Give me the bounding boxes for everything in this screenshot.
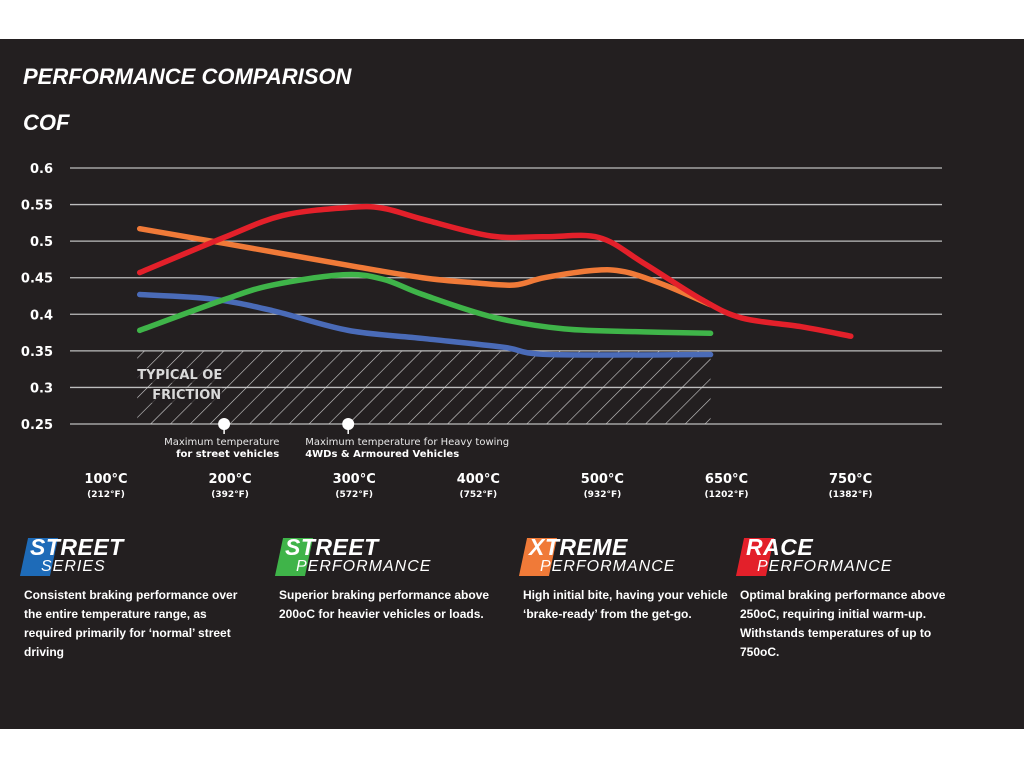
y-tick-label: 0.25	[21, 418, 53, 433]
series-line-xtreme-performance	[136, 225, 714, 308]
x-tick-label-fahrenheit: (1382°F)	[829, 490, 873, 500]
x-tick-label-celsius: 500°C	[581, 472, 624, 487]
y-axis-ticks: 0.6 0.55 0.5 0.45 0.4 0.35 0.3 0.25	[21, 162, 53, 433]
y-tick-label: 0.5	[30, 235, 53, 250]
x-tick-label-celsius: 100°C	[84, 472, 127, 487]
x-tick-label-fahrenheit: (572°F)	[335, 490, 373, 500]
legend-description: Consistent braking performance over the …	[24, 588, 238, 659]
chart-title: PERFORMANCE COMPARISON	[23, 64, 352, 89]
annotation-line2: for street vehicles	[176, 449, 279, 460]
x-tick-label-celsius: 400°C	[457, 472, 500, 487]
annotation-line1: Maximum temperature for Heavy towing	[305, 437, 509, 448]
race-performance-logo: RACE PERFORMANCE	[735, 534, 955, 578]
street-performance-logo: STREET PERFORMANCE	[274, 534, 494, 578]
legend-street-series: STREET SERIES Consistent braking perform…	[19, 534, 239, 662]
logo-title: XTREME	[529, 534, 628, 560]
x-tick-label-fahrenheit: (392°F)	[211, 490, 249, 500]
series-line-street-series	[136, 291, 714, 358]
legend-street-performance: STREET PERFORMANCE Superior braking perf…	[274, 534, 494, 624]
logo-subtitle: PERFORMANCE	[540, 558, 676, 575]
label-backdrop	[151, 387, 223, 403]
legend-description: High initial bite, having your vehicle ‘…	[523, 588, 728, 621]
y-axis-title: COF	[23, 110, 70, 135]
logo-subtitle: SERIES	[41, 558, 106, 575]
legend-race-performance: RACE PERFORMANCE Optimal braking perform…	[735, 534, 955, 662]
logo-subtitle: PERFORMANCE	[296, 558, 432, 575]
oe-friction-label-line2: FRICTION	[152, 388, 221, 403]
x-tick-label-fahrenheit: (932°F)	[584, 490, 622, 500]
annotation-line2: 4WDs & Armoured Vehicles	[305, 449, 459, 460]
x-tick-label-celsius: 200°C	[209, 472, 252, 487]
xtreme-performance-logo: XTREME PERFORMANCE	[518, 534, 738, 578]
x-tick-label-celsius: 650°C	[705, 472, 748, 487]
x-tick-label-celsius: 300°C	[333, 472, 376, 487]
series-line-race-performance	[136, 203, 854, 339]
x-tick-label-fahrenheit: (1202°F)	[705, 490, 749, 500]
annotation-marker	[218, 418, 231, 430]
x-tick-label-fahrenheit: (752°F)	[459, 490, 497, 500]
annotation-marker	[342, 418, 355, 430]
legend-description: Superior braking performance above 200oC…	[279, 588, 490, 621]
logo-subtitle: PERFORMANCE	[757, 558, 893, 575]
hatched-area	[137, 350, 711, 424]
legend-xtreme-performance: XTREME PERFORMANCE High initial bite, ha…	[518, 534, 738, 624]
legend-description: Optimal braking performance above 250oC,…	[740, 588, 946, 659]
x-tick-label-fahrenheit: (212°F)	[87, 490, 125, 500]
x-axis-ticks: 100°C (212°F) 200°C (392°F) 300°C (572°F) 400°…	[84, 472, 872, 500]
y-tick-label: 0.6	[30, 162, 53, 177]
series-line-street-performance	[136, 271, 714, 337]
y-tick-label: 0.3	[30, 381, 53, 396]
y-tick-label: 0.4	[30, 308, 53, 323]
typical-oe-friction-region: TYPICAL OE FRICTION	[136, 350, 711, 424]
y-tick-label: 0.35	[21, 345, 53, 360]
oe-friction-label-line1: TYPICAL OE	[137, 368, 222, 383]
street-series-logo: STREET SERIES	[19, 534, 239, 578]
label-backdrop	[136, 367, 224, 383]
series-lines	[136, 203, 854, 358]
y-tick-label: 0.45	[21, 272, 53, 287]
annotation-line1: Maximum temperature	[164, 437, 279, 448]
x-tick-label-celsius: 750°C	[829, 472, 872, 487]
y-tick-label: 0.55	[21, 199, 53, 214]
logo-title: RACE	[746, 534, 814, 560]
logo-title: STREET	[30, 534, 124, 560]
logo-title: STREET	[285, 534, 379, 560]
